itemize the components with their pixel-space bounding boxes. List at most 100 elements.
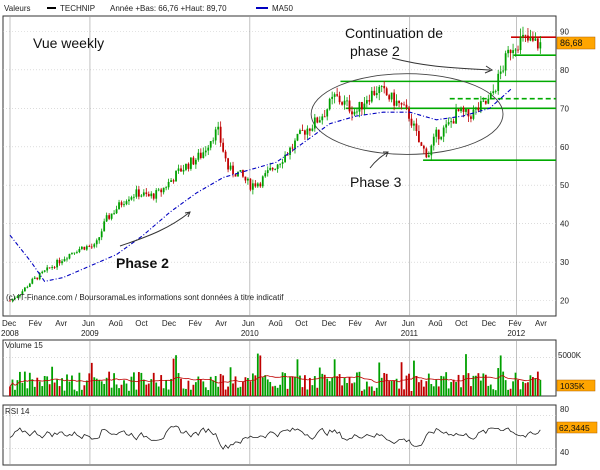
candle-body (519, 36, 522, 51)
candle-body (539, 42, 542, 49)
candle-body (509, 49, 512, 54)
volume-bar (492, 389, 495, 396)
candle-body (58, 259, 61, 264)
rsi-line (9, 425, 541, 450)
volume-bar (294, 376, 296, 396)
volume-bar (338, 374, 341, 396)
candle-body (328, 98, 331, 110)
candle-body (492, 91, 495, 94)
candle-body (115, 209, 118, 214)
candle-body (247, 178, 249, 181)
candle-body (133, 196, 135, 198)
volume-bar (14, 389, 16, 396)
candle-body (269, 167, 272, 171)
year-label-2009: 2009 (81, 329, 99, 338)
x-tick-16: Aoû (428, 319, 442, 328)
candle-body (415, 123, 418, 132)
volume-bar (214, 376, 217, 396)
candle-body (180, 168, 182, 172)
volume-bar (150, 379, 153, 396)
volume-bar (160, 375, 163, 396)
candle-body (204, 150, 207, 153)
candle-body (125, 201, 128, 205)
candle-body (514, 49, 517, 51)
volume-bar (125, 383, 128, 396)
volume-bar (331, 377, 334, 396)
volume-bar (9, 386, 11, 396)
volume-bar (93, 377, 96, 396)
volume-bar (482, 373, 485, 396)
candle-body (207, 147, 210, 151)
candle-body (187, 163, 190, 169)
candle-body (291, 147, 294, 149)
volume-bar (207, 390, 210, 396)
volume-bar (209, 376, 212, 396)
candle-body (167, 181, 170, 188)
candle-body (152, 193, 155, 199)
price-y-axis: 20 30 40 50 60 70 80 90 (560, 27, 569, 305)
candle-body (351, 111, 353, 115)
volume-bar (83, 385, 86, 396)
volume-bar (266, 379, 269, 396)
candle-body (405, 104, 408, 108)
volume-bar (113, 373, 115, 396)
volume-bar (63, 390, 66, 396)
candle-body (242, 170, 244, 177)
candle-body (403, 104, 405, 106)
volume-bar (427, 373, 430, 396)
volume-bar (185, 388, 187, 396)
volume-bar (276, 387, 279, 396)
candle-body (462, 107, 465, 112)
volume-bar (383, 373, 386, 396)
phase3-ellipse (310, 73, 504, 155)
x-tick-5: Oct (135, 319, 148, 328)
volume-bar (398, 388, 400, 396)
volume-bar (304, 375, 306, 396)
volume-bar (108, 371, 111, 396)
volume-bar (98, 380, 101, 396)
candle-body (450, 121, 453, 123)
x-tick-10: Aoû (269, 319, 283, 328)
x-tick-13: Fév (348, 319, 361, 328)
volume-bar (365, 381, 368, 396)
candle-body (113, 213, 115, 215)
candle-body (368, 100, 371, 102)
volume-bar (318, 367, 321, 396)
candle-body (214, 129, 217, 141)
volume-last-value: 1035K (560, 381, 585, 391)
candle-body (76, 252, 78, 253)
candle-body (313, 117, 316, 129)
volume-bar (494, 390, 497, 396)
candle-body (338, 95, 341, 103)
candle-body (137, 189, 140, 197)
candle-body (457, 109, 460, 112)
candle-body (224, 151, 227, 159)
candle-body (326, 109, 329, 117)
candle-body (422, 145, 425, 149)
candle-body (455, 109, 457, 124)
volume-bar (375, 387, 378, 396)
volume-bar (38, 381, 41, 396)
volume-bar (430, 384, 433, 396)
candle-body (36, 277, 39, 280)
volume-bar (56, 379, 58, 396)
volume-last-badge (556, 379, 596, 392)
volume-bar (353, 382, 356, 396)
rsi-grid (3, 405, 556, 465)
candle-body (98, 237, 101, 241)
candle-body (16, 296, 19, 298)
candle-body (425, 148, 428, 158)
volume-bar (165, 379, 168, 396)
candle-body (308, 128, 311, 131)
volume-bar (475, 375, 477, 396)
candle-body (251, 183, 254, 190)
candle-body (304, 130, 306, 135)
volume-bar (341, 385, 343, 396)
volume-bar (21, 382, 24, 396)
candle-body (279, 163, 282, 165)
volume-bar (229, 367, 232, 396)
volume-bar (291, 376, 294, 396)
volume-bar (192, 384, 195, 396)
candle-body (63, 259, 66, 262)
volume-bar (361, 390, 363, 396)
